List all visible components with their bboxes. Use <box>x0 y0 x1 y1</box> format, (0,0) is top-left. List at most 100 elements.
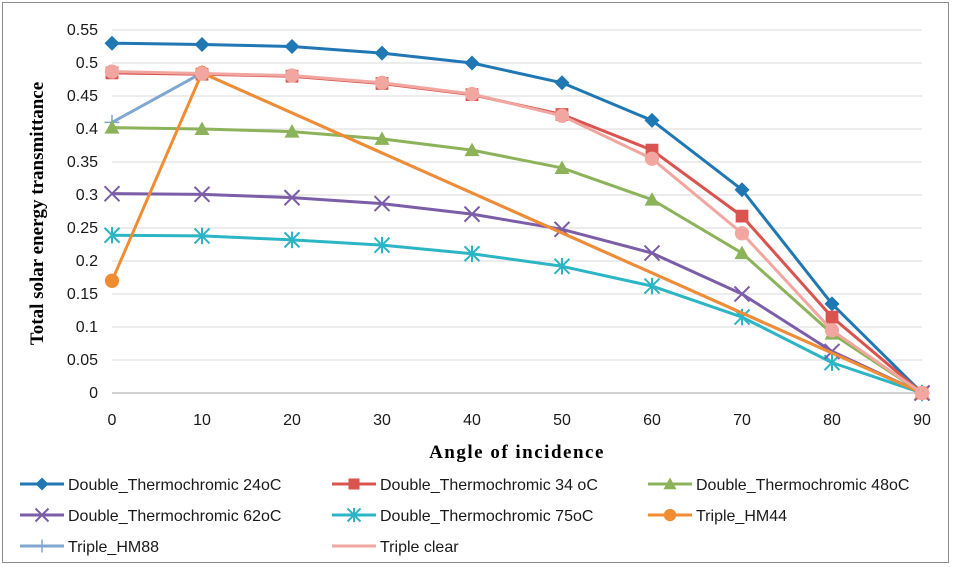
marker-shape <box>824 296 840 312</box>
y-tick-label: 0.4 <box>76 121 98 138</box>
x-tick-label: 60 <box>643 412 661 429</box>
marker-shape <box>464 142 480 157</box>
y-tick-label: 0.05 <box>67 352 98 369</box>
data-point <box>464 55 480 71</box>
data-point <box>374 75 390 90</box>
legend-label: Double_Thermochromic 75oC <box>380 508 593 525</box>
data-point <box>554 108 570 123</box>
data-point <box>104 273 120 288</box>
marker-shape <box>733 285 751 303</box>
data-point <box>103 185 121 202</box>
x-tick-label: 80 <box>823 412 841 429</box>
marker-shape <box>34 507 50 523</box>
y-tick-label: 0.15 <box>67 286 98 303</box>
marker-shape <box>663 508 677 522</box>
data-point <box>554 75 570 91</box>
y-tick-label: 0.35 <box>67 154 98 171</box>
series-group <box>103 227 931 402</box>
data-point <box>284 39 300 54</box>
legend-swatch-marker <box>35 477 49 491</box>
y-axis-title: Total solar energy transmittance <box>27 82 48 345</box>
data-point <box>374 45 390 61</box>
y-tick-label: 0.5 <box>76 55 98 72</box>
data-point <box>643 244 661 262</box>
data-point <box>464 142 480 157</box>
marker-shape <box>554 160 570 174</box>
legend-swatch-marker <box>663 477 677 490</box>
marker-shape <box>193 186 211 203</box>
series-line <box>111 126 923 395</box>
legend-swatch-marker <box>348 478 360 490</box>
marker-shape <box>103 227 121 244</box>
x-tick-label: 90 <box>913 412 931 429</box>
data-point <box>104 64 120 79</box>
marker-shape <box>734 226 750 241</box>
data-point <box>733 285 751 303</box>
marker-shape <box>463 245 481 262</box>
series-line <box>110 71 923 395</box>
marker-shape <box>644 112 660 128</box>
series-group <box>103 185 931 402</box>
series-line <box>111 41 924 395</box>
series-group <box>104 64 930 401</box>
legend-item: Double_Thermochromic 62oC <box>20 507 281 525</box>
data-point <box>283 231 301 249</box>
legend-item: Triple_HM44 <box>648 508 787 525</box>
data-point <box>104 35 120 51</box>
data-point <box>284 68 300 83</box>
data-point <box>373 236 391 254</box>
y-tick-label: 0.2 <box>76 253 98 270</box>
marker-shape <box>104 120 120 134</box>
marker-shape <box>284 68 300 83</box>
data-point <box>463 245 481 262</box>
marker-shape <box>283 231 301 249</box>
series-line <box>111 233 923 395</box>
marker-shape <box>35 477 49 491</box>
data-point <box>194 121 210 135</box>
marker-shape <box>734 182 750 198</box>
marker-shape <box>644 151 660 166</box>
marker-shape <box>553 258 571 275</box>
marker-shape <box>104 273 120 288</box>
legend-item: Double_Thermochromic 48oC <box>648 477 909 494</box>
data-point <box>643 277 661 295</box>
marker-shape <box>284 124 300 138</box>
marker-shape <box>644 192 660 206</box>
marker-shape <box>374 45 390 61</box>
legend-item: Double_Thermochromic 34 oC <box>332 477 598 494</box>
marker-shape <box>193 227 211 245</box>
marker-shape <box>735 209 749 223</box>
marker-shape <box>373 195 391 212</box>
marker-shape <box>103 185 121 202</box>
data-point <box>103 227 121 244</box>
legend-label: Triple_HM88 <box>68 539 159 556</box>
marker-shape <box>104 64 120 79</box>
legend-label: Double_Thermochromic 24oC <box>68 477 281 494</box>
legend-label: Double_Thermochromic 62oC <box>68 508 281 525</box>
data-point <box>463 205 481 223</box>
x-tick-label: 10 <box>193 412 211 429</box>
marker-shape <box>194 66 210 81</box>
series-group <box>104 120 930 399</box>
data-point <box>194 37 210 53</box>
legend-label: Double_Thermochromic 34 oC <box>380 477 598 494</box>
marker-shape <box>374 75 390 90</box>
marker-shape <box>464 86 480 102</box>
data-point <box>824 323 840 338</box>
x-tick-label: 20 <box>283 412 301 429</box>
x-tick-label: 0 <box>108 412 117 429</box>
y-tick-label: 0.55 <box>67 22 98 39</box>
data-point <box>374 131 390 145</box>
y-tick-label: 0.25 <box>67 220 98 237</box>
marker-shape <box>348 478 360 490</box>
y-tick-label: 0.3 <box>76 187 98 204</box>
marker-shape <box>284 39 300 54</box>
data-point <box>284 124 300 138</box>
legend-swatch-marker <box>34 507 50 523</box>
y-tick-label: 0 <box>89 385 98 402</box>
marker-shape <box>283 189 301 206</box>
marker-shape <box>104 35 120 51</box>
data-point <box>464 86 480 102</box>
